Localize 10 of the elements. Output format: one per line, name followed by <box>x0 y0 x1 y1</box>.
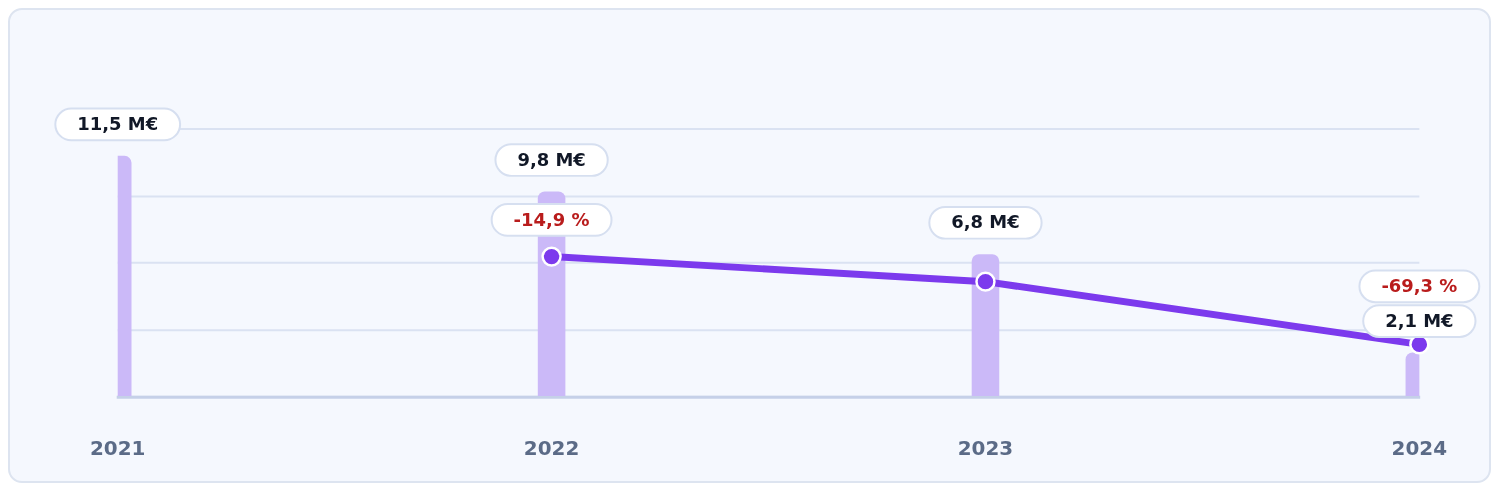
data-label: 2,1 M€ <box>1385 309 1454 331</box>
x-tick-label: 2021 <box>89 437 146 461</box>
x-tick-label: 2024 <box>1391 437 1448 461</box>
x-tick-label: 2022 <box>523 437 580 461</box>
data-label: 11,5 M€ <box>77 113 159 135</box>
data-label: 6,8 M€ <box>951 211 1020 233</box>
annotation: -69,3 % <box>1381 275 1458 296</box>
annotation: -14,9 % <box>513 208 590 230</box>
x-tick-label: 2023 <box>957 437 1014 461</box>
data-label: 9,8 M€ <box>517 148 586 170</box>
